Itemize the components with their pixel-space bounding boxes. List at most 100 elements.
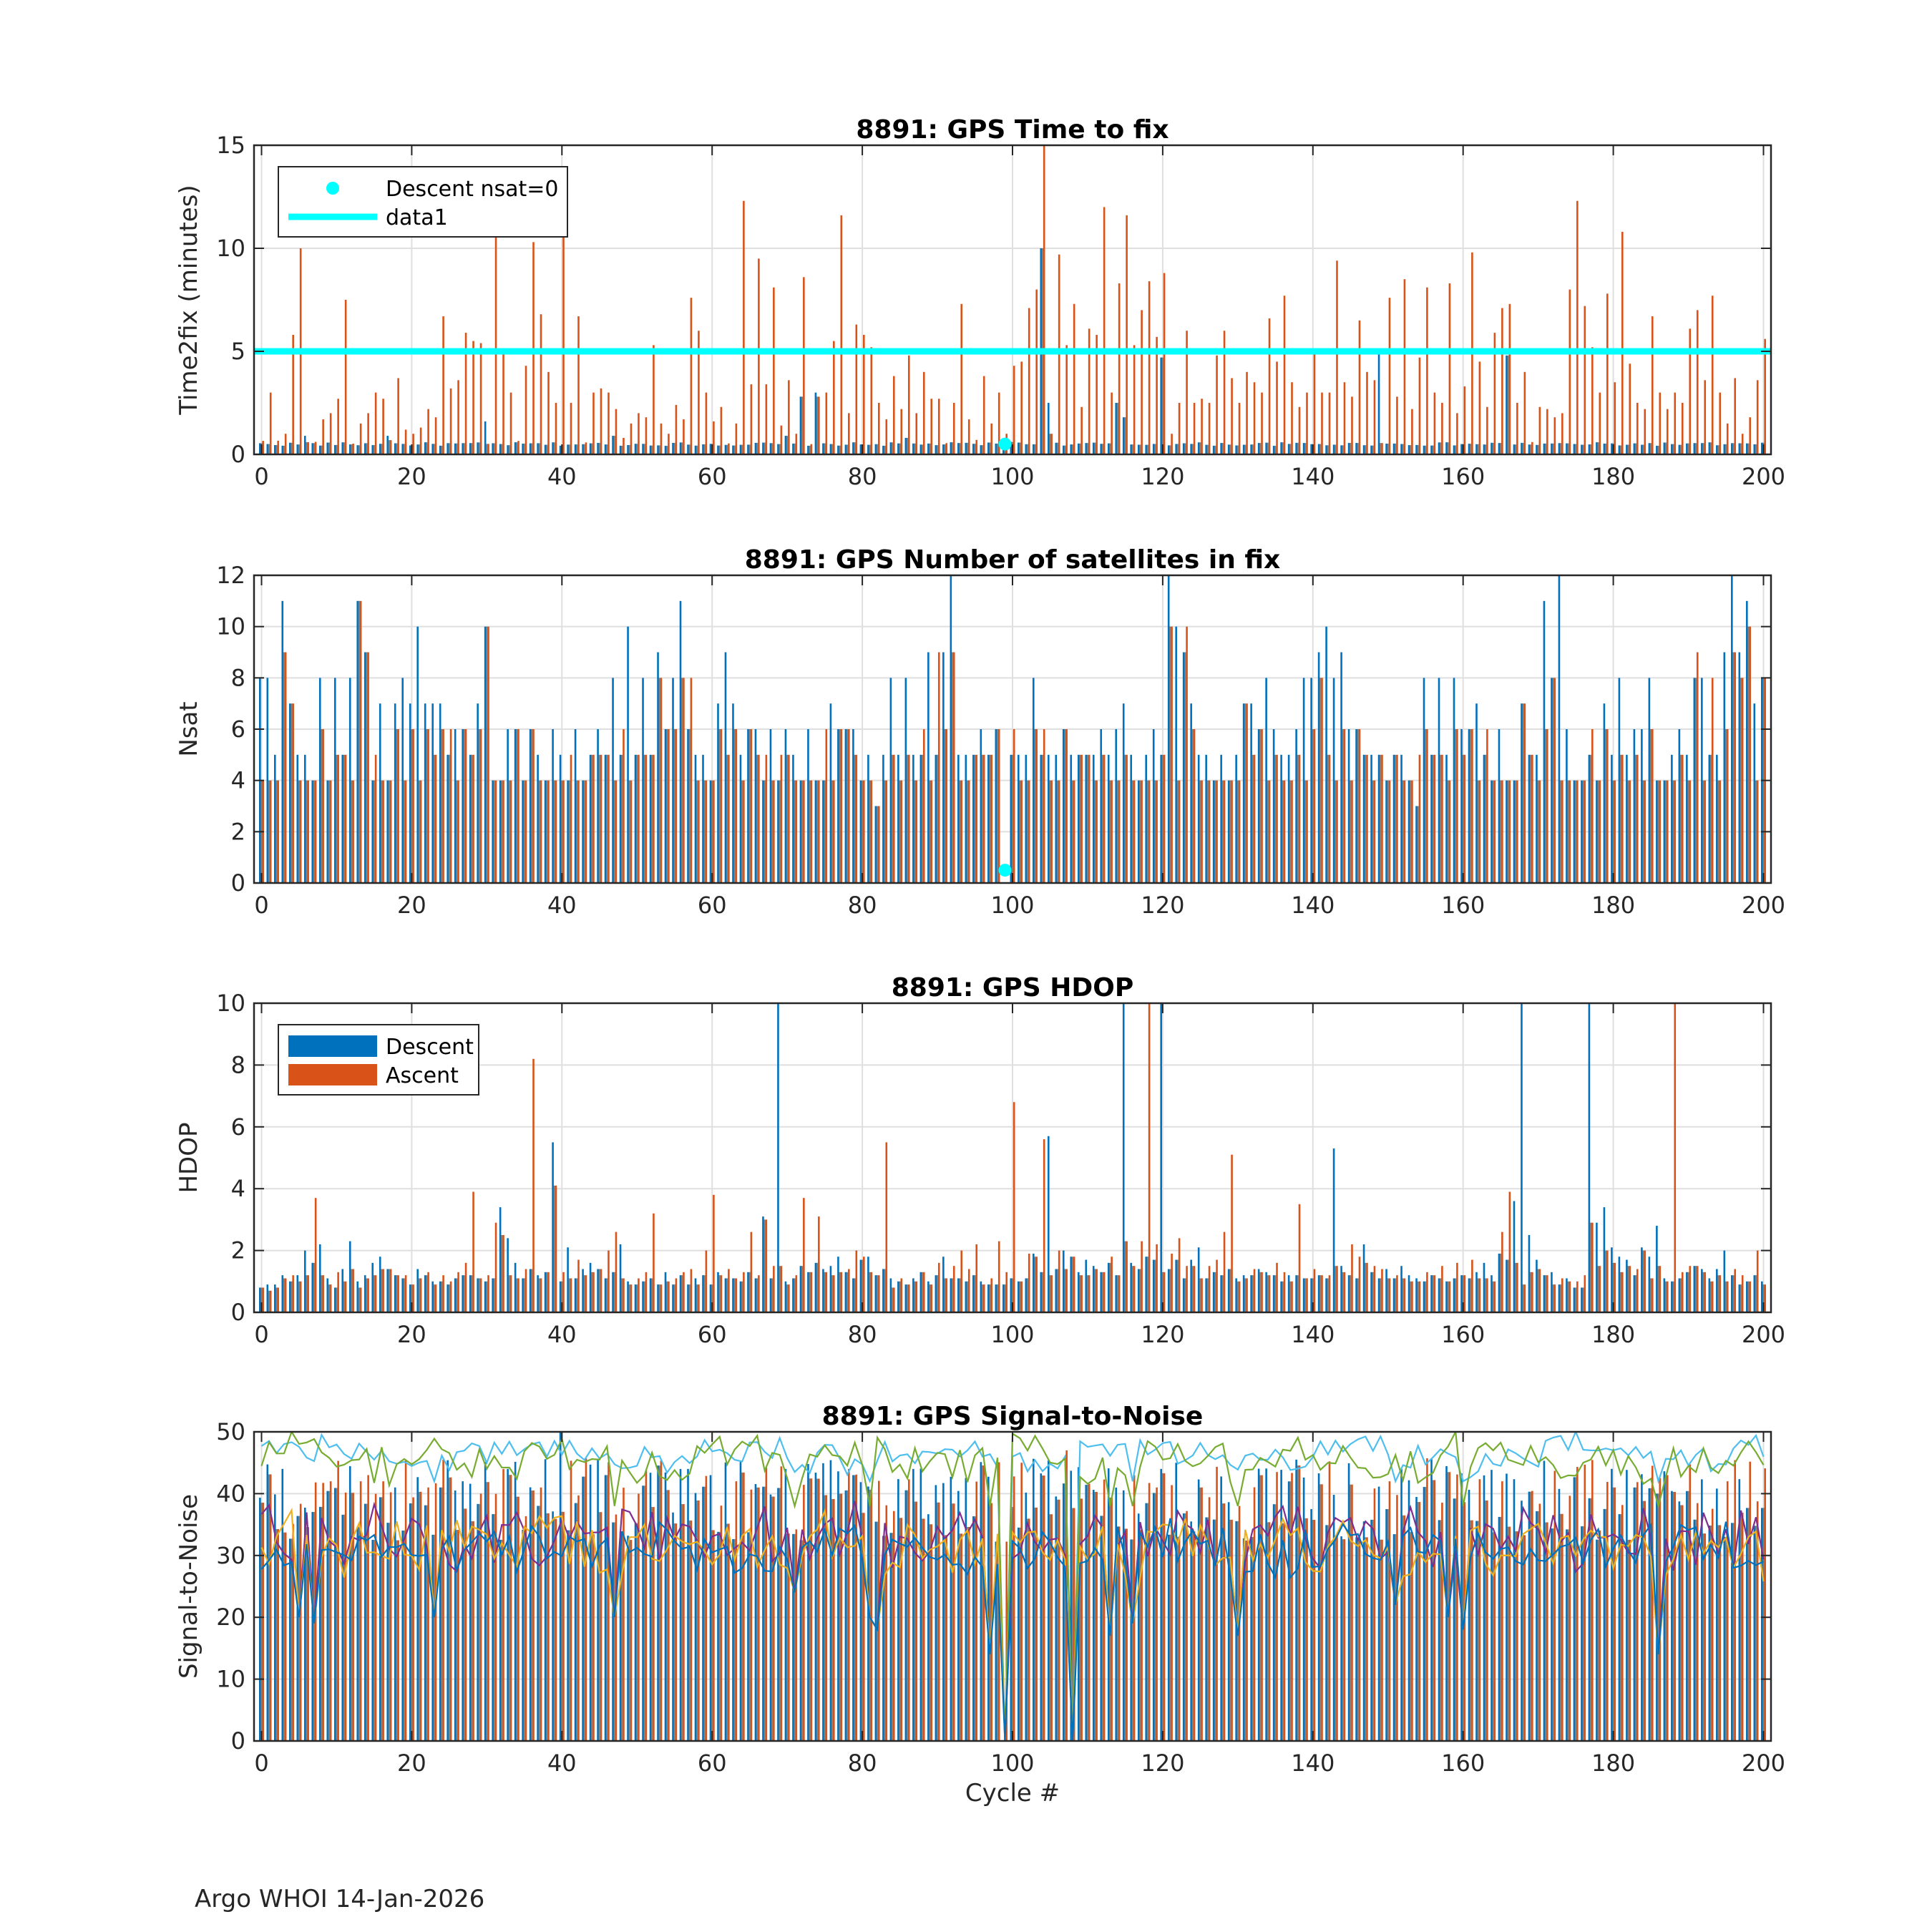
bar-overlap: [373, 1539, 375, 1741]
bar-overlap: [605, 1278, 608, 1312]
bar-overlap: [546, 1272, 548, 1312]
bar-ascent: [1141, 1530, 1143, 1741]
bar-overlap: [786, 1533, 789, 1741]
bar-overlap: [388, 1523, 390, 1741]
bar-descent: [1197, 1479, 1200, 1741]
bar-overlap: [478, 1278, 480, 1312]
bar-overlap: [1312, 1519, 1314, 1741]
bar-ascent: [277, 1287, 279, 1312]
bar-ascent: [1276, 1262, 1278, 1312]
bar-overlap: [989, 754, 991, 883]
bar-ascent: [1659, 1266, 1662, 1312]
bar-descent: [364, 443, 366, 454]
bar-descent: [1235, 754, 1237, 883]
bar-ascent: [833, 1498, 835, 1741]
bar-overlap: [703, 1275, 706, 1312]
bar-descent: [1430, 754, 1433, 883]
bar-descent: [431, 444, 434, 454]
x-tick-label: 180: [1591, 463, 1635, 490]
bar-descent: [1392, 1278, 1395, 1312]
bar-ascent: [1644, 780, 1646, 883]
bar-descent: [311, 1262, 314, 1312]
bar-ascent: [1689, 328, 1692, 454]
bar-ascent: [262, 1287, 264, 1312]
bar-overlap: [748, 1532, 751, 1741]
bar-overlap: [1567, 1529, 1569, 1741]
bar-overlap: [733, 445, 736, 454]
bar-descent: [1641, 444, 1643, 454]
bar-overlap: [1364, 1262, 1367, 1312]
bar-descent: [333, 678, 336, 883]
bar-ascent: [1328, 392, 1331, 454]
bar-descent: [1543, 1275, 1546, 1312]
bar-ascent: [803, 1485, 805, 1741]
bar-descent: [431, 703, 434, 883]
bar-ascent: [1096, 780, 1098, 883]
bar-descent: [1423, 445, 1425, 454]
bar-ascent: [585, 780, 587, 883]
bar-ascent: [713, 421, 715, 454]
bar-descent: [537, 754, 539, 883]
bar-ascent: [675, 729, 678, 883]
bar-ascent: [487, 1482, 489, 1741]
bar-ascent: [735, 1278, 738, 1312]
bar-descent: [1648, 443, 1651, 454]
bar-overlap: [1687, 1272, 1689, 1312]
bar-ascent: [1283, 296, 1286, 454]
bar-ascent: [1171, 626, 1173, 883]
bar-ascent: [1253, 1269, 1256, 1312]
bar-descent: [492, 1514, 494, 1741]
bar-ascent: [1343, 1539, 1346, 1741]
bar-overlap: [531, 729, 533, 883]
bar-descent: [1077, 1272, 1080, 1312]
bar-descent: [589, 1464, 592, 1741]
bar-overlap: [501, 1235, 503, 1312]
bar-overlap: [1131, 444, 1133, 454]
bar-overlap: [381, 1269, 383, 1312]
bar-overlap: [575, 780, 578, 883]
bar-ascent: [1261, 729, 1263, 883]
y-tick-label: 8: [231, 664, 245, 691]
bar-descent: [904, 1490, 907, 1741]
bar-descent: [424, 703, 426, 883]
bar-overlap: [816, 396, 819, 454]
bar-overlap: [861, 1259, 864, 1312]
bar-descent: [1070, 754, 1073, 883]
bar-ascent: [1606, 293, 1609, 454]
bar-overlap: [981, 1284, 984, 1312]
bar-ascent: [848, 729, 850, 883]
bar-descent: [874, 444, 877, 454]
bar-ascent: [1471, 1520, 1473, 1741]
bar-ascent: [1516, 1531, 1518, 1741]
bar-descent: [281, 1468, 284, 1741]
bar-ascent: [990, 423, 993, 454]
bar-ascent: [1238, 1281, 1241, 1312]
bar-overlap: [771, 1496, 774, 1741]
bar-descent: [1686, 1272, 1688, 1312]
bar-descent: [1295, 729, 1297, 883]
bar-ascent: [1403, 279, 1406, 454]
bar-ascent: [1171, 434, 1173, 454]
bar-overlap: [1439, 1278, 1442, 1312]
bar-overlap: [1589, 1222, 1592, 1312]
bar-ascent: [1538, 780, 1541, 883]
bar-descent: [1761, 1508, 1763, 1741]
bar-ascent: [1111, 392, 1113, 454]
bar-descent: [1506, 1473, 1508, 1741]
bar-descent: [1017, 754, 1020, 883]
bar-overlap: [959, 780, 961, 883]
bar-descent: [1483, 1475, 1485, 1741]
bar-overlap: [366, 652, 368, 883]
bar-descent: [582, 444, 584, 454]
bar-overlap: [1184, 1278, 1186, 1312]
bar-overlap: [981, 1465, 984, 1741]
bar-descent: [1671, 754, 1673, 883]
bar-overlap: [876, 806, 879, 883]
bar-descent: [1122, 703, 1125, 883]
bar-overlap: [1244, 444, 1246, 454]
bar-ascent: [1013, 729, 1015, 883]
bar-overlap: [921, 754, 924, 883]
bar-overlap: [1116, 780, 1118, 883]
bar-ascent: [862, 780, 865, 883]
bar-descent: [965, 1478, 967, 1741]
